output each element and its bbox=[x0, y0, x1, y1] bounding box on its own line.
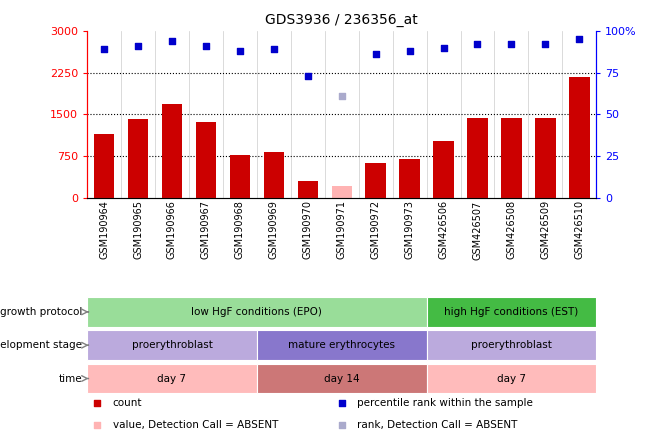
Bar bbox=[427, 297, 596, 327]
Point bbox=[167, 38, 178, 45]
Bar bbox=[230, 155, 250, 198]
Text: day 7: day 7 bbox=[157, 373, 186, 384]
Point bbox=[92, 400, 103, 407]
Title: GDS3936 / 236356_at: GDS3936 / 236356_at bbox=[265, 13, 418, 27]
Text: count: count bbox=[113, 398, 142, 408]
Bar bbox=[427, 364, 596, 393]
Bar bbox=[399, 159, 420, 198]
Point bbox=[200, 43, 211, 50]
Bar bbox=[535, 118, 555, 198]
Point bbox=[371, 51, 381, 58]
Point bbox=[438, 44, 449, 52]
Bar bbox=[569, 77, 590, 198]
Bar bbox=[467, 118, 488, 198]
Bar bbox=[87, 364, 257, 393]
Point bbox=[472, 41, 483, 48]
Text: high HgF conditions (EST): high HgF conditions (EST) bbox=[444, 307, 579, 317]
Point bbox=[574, 36, 585, 43]
Text: rank, Detection Call = ABSENT: rank, Detection Call = ABSENT bbox=[357, 420, 517, 430]
Point bbox=[404, 48, 415, 55]
Text: mature erythrocytes: mature erythrocytes bbox=[288, 340, 395, 350]
Bar bbox=[161, 104, 182, 198]
Point bbox=[336, 400, 347, 407]
Bar bbox=[94, 134, 115, 198]
Point bbox=[234, 48, 245, 55]
Point bbox=[269, 46, 279, 53]
Bar bbox=[257, 364, 427, 393]
Point bbox=[336, 422, 347, 429]
Bar bbox=[427, 330, 596, 360]
Point bbox=[133, 43, 143, 50]
Point bbox=[336, 92, 347, 99]
Text: time: time bbox=[58, 373, 82, 384]
Bar bbox=[87, 297, 427, 327]
Bar bbox=[87, 330, 257, 360]
Bar bbox=[501, 118, 522, 198]
Bar bbox=[332, 186, 352, 198]
Bar bbox=[433, 141, 454, 198]
Bar bbox=[263, 151, 284, 198]
Bar bbox=[297, 181, 318, 198]
Text: proerythroblast: proerythroblast bbox=[131, 340, 212, 350]
Text: proerythroblast: proerythroblast bbox=[471, 340, 552, 350]
Bar bbox=[257, 330, 427, 360]
Text: value, Detection Call = ABSENT: value, Detection Call = ABSENT bbox=[113, 420, 278, 430]
Point bbox=[506, 41, 517, 48]
Text: development stage: development stage bbox=[0, 340, 82, 350]
Text: percentile rank within the sample: percentile rank within the sample bbox=[357, 398, 533, 408]
Point bbox=[302, 72, 313, 79]
Point bbox=[98, 46, 109, 53]
Bar bbox=[196, 122, 216, 198]
Point bbox=[92, 422, 103, 429]
Bar bbox=[128, 119, 148, 198]
Text: growth protocol: growth protocol bbox=[0, 307, 82, 317]
Bar bbox=[365, 163, 386, 198]
Text: low HgF conditions (EPO): low HgF conditions (EPO) bbox=[192, 307, 322, 317]
Point bbox=[540, 41, 551, 48]
Text: day 14: day 14 bbox=[324, 373, 360, 384]
Text: day 7: day 7 bbox=[497, 373, 526, 384]
